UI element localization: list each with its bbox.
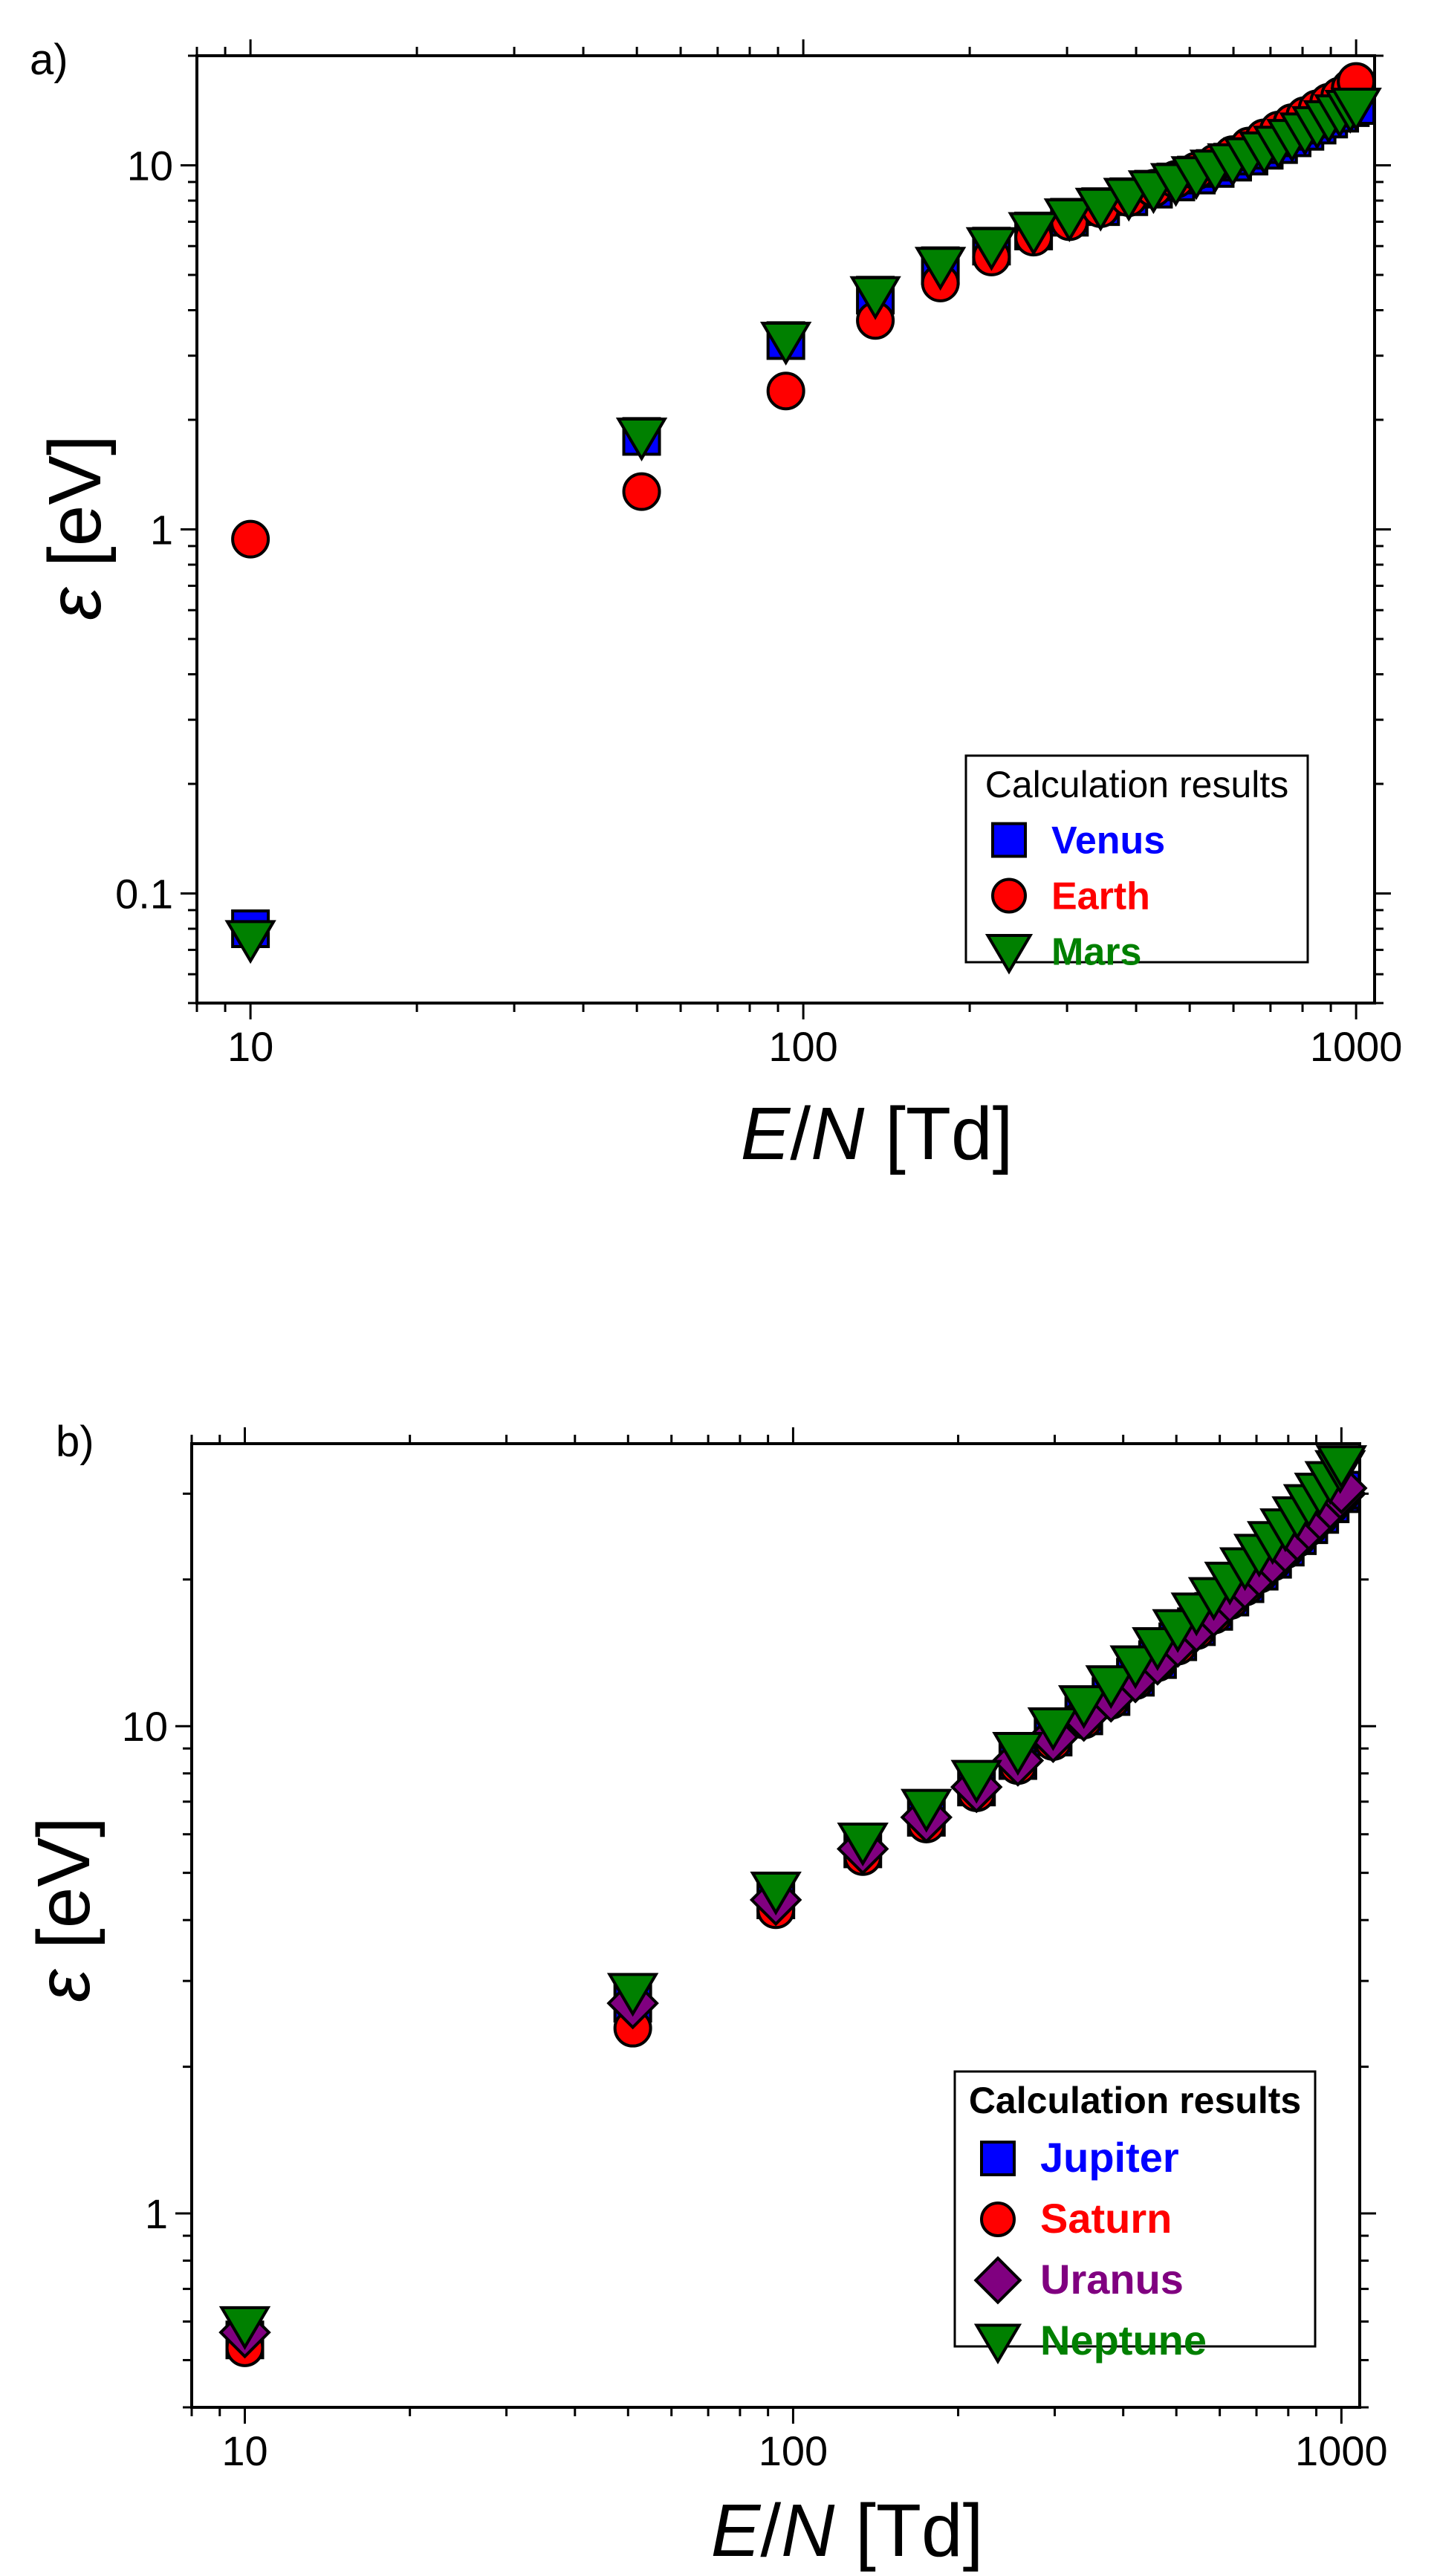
data-point-mars xyxy=(759,322,812,366)
axis-ticks xyxy=(181,39,1391,1019)
legend-title: Calculation results xyxy=(985,764,1289,805)
data-point-mars xyxy=(849,276,901,320)
x-tick-label: 10 xyxy=(227,1023,273,1070)
series-earth xyxy=(231,62,1376,559)
x-tick-label: 10 xyxy=(221,2427,267,2474)
data-point-mars xyxy=(1043,198,1096,242)
data-point-neptune xyxy=(1057,1685,1110,1730)
data-point-neptune xyxy=(1315,1445,1368,1490)
y-tick-label: 10 xyxy=(122,1703,168,1750)
series-neptune xyxy=(218,1445,1368,2350)
legend-box xyxy=(953,2070,1317,2348)
y-tick-label: 0.1 xyxy=(115,870,173,917)
plot-area-a: 10 100 1000 0.1 1 10 Calculation results Venus E… xyxy=(115,39,1402,1070)
data-point-neptune xyxy=(1027,1707,1080,1751)
chart-b: b) 10 100 1000 1 10 Calculation results Jupite… xyxy=(22,1418,1388,2572)
plot-area-b: 10 100 1000 1 10 Calculation results Jupiter Sa… xyxy=(122,1427,1388,2474)
x-axis-label-b: E/N [Td] xyxy=(711,2489,984,2572)
data-point-earth xyxy=(231,519,270,559)
legend: Calculation results Venus Earth Mars xyxy=(964,754,1309,975)
legend-label-neptune: Neptune xyxy=(1040,2317,1207,2364)
y-tick-label: 1 xyxy=(145,2190,168,2237)
legend-label-uranus: Uranus xyxy=(1040,2256,1184,2303)
data-point-mars xyxy=(1330,88,1382,132)
data-point-neptune xyxy=(1109,1645,1161,1690)
legend-marker-uranus xyxy=(973,2256,1022,2305)
data-point-neptune xyxy=(837,1822,889,1866)
x-axis-label-a: E/N [Td] xyxy=(741,1092,1013,1175)
data-point-neptune xyxy=(992,1732,1044,1776)
series-mars xyxy=(224,88,1382,964)
data-point-mars xyxy=(965,227,1018,271)
axis-ticks xyxy=(175,1427,1376,2424)
data-point-neptune xyxy=(950,1759,1002,1804)
legend-marker-jupiter xyxy=(980,2141,1016,2176)
data-point-mars xyxy=(615,418,668,462)
legend-marker-earth xyxy=(991,877,1027,914)
x-tick-label: 1000 xyxy=(1295,2427,1388,2474)
x-tick-label: 1000 xyxy=(1310,1023,1403,1070)
legend-label-earth: Earth xyxy=(1051,875,1150,918)
legend-title: Calculation results xyxy=(969,2080,1301,2121)
legend-label-saturn: Saturn xyxy=(1040,2195,1172,2242)
y-tick-label: 1 xyxy=(150,507,173,554)
data-point-earth xyxy=(622,472,661,511)
x-tick-label: 100 xyxy=(768,1023,837,1070)
legend-marker-neptune xyxy=(973,2323,1022,2365)
plot-frame xyxy=(190,1442,1361,2409)
data-point-mars xyxy=(224,920,276,964)
data-point-neptune xyxy=(1085,1665,1137,1710)
data-point-neptune xyxy=(750,1871,802,1915)
y-axis-label-a: ε [eV] xyxy=(33,435,117,620)
data-point-mars xyxy=(1074,187,1126,232)
chart-a: a) 10 100 1000 0.1 1 10 Calculation results Ven… xyxy=(30,36,1402,1175)
panel-label-a: a) xyxy=(30,36,68,84)
data-point-mars xyxy=(914,247,967,291)
y-axis-label-b: ε [eV] xyxy=(22,1817,106,2002)
legend-label-venus: Venus xyxy=(1051,820,1165,863)
panel-label-b: b) xyxy=(56,1418,94,1466)
legend-marker-saturn xyxy=(980,2202,1016,2237)
data-point-neptune xyxy=(901,1788,953,1833)
legend-marker-venus xyxy=(991,822,1027,858)
data-point-neptune xyxy=(1132,1627,1184,1672)
x-tick-label: 100 xyxy=(759,2427,828,2474)
legend-label-mars: Mars xyxy=(1051,931,1141,974)
data-point-neptune xyxy=(606,1973,659,2017)
data-point-mars xyxy=(1008,212,1060,256)
data-point-neptune xyxy=(218,2306,271,2350)
legend-label-jupiter: Jupiter xyxy=(1040,2134,1179,2181)
legend-marker-mars xyxy=(985,934,1034,975)
y-tick-label: 10 xyxy=(127,143,173,189)
legend-box xyxy=(964,754,1309,964)
legend: Calculation results Jupiter Saturn Uranus Ne… xyxy=(953,2070,1317,2365)
data-point-earth xyxy=(766,372,805,411)
